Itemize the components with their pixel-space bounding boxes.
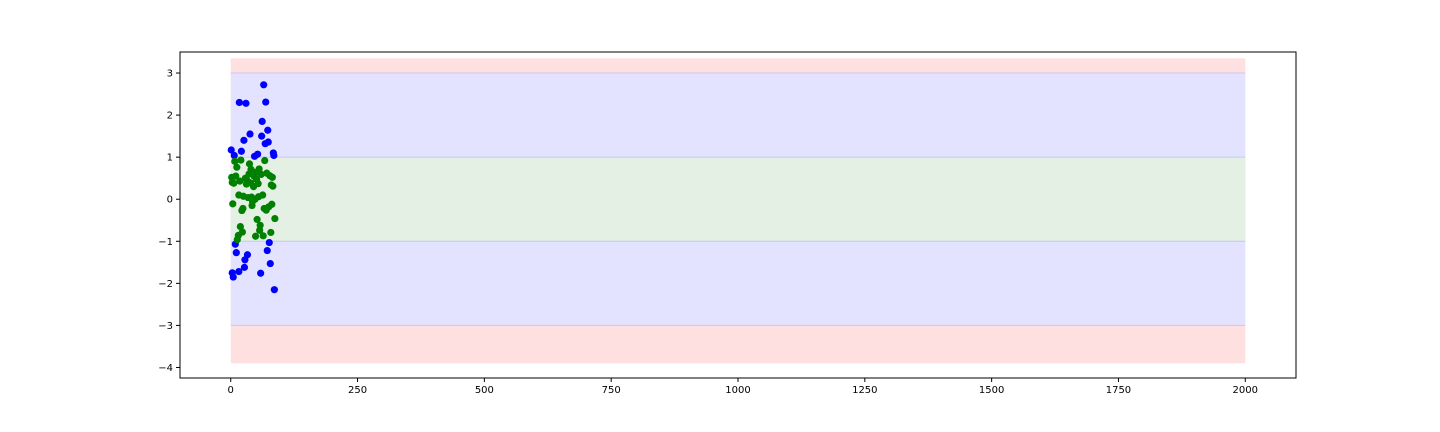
data-point	[253, 215, 261, 224]
data-point	[265, 238, 273, 247]
data-point	[270, 151, 278, 160]
data-point	[260, 81, 268, 89]
data-point	[246, 130, 254, 138]
data-point	[258, 132, 266, 140]
data-point	[230, 179, 238, 187]
data-point	[237, 156, 245, 164]
y-axis: −4 −3 −2 −1 0 1 2 3	[158, 69, 180, 374]
x-tick-label: 1500	[979, 385, 1004, 396]
y-tick-label: −1	[158, 237, 173, 248]
y-tick-label: 3	[167, 69, 173, 80]
data-point	[267, 228, 275, 237]
data-point	[264, 138, 272, 146]
x-tick-label: 1250	[852, 385, 877, 396]
data-point	[254, 150, 262, 158]
data-point	[270, 286, 278, 294]
data-points	[227, 81, 279, 294]
data-point	[236, 222, 244, 231]
x-tick-label: 1750	[1106, 385, 1131, 396]
data-point	[271, 214, 279, 223]
shaded-bands	[230, 58, 1246, 364]
x-tick-label: 500	[475, 385, 494, 396]
data-point	[229, 200, 237, 208]
data-point	[255, 165, 263, 173]
data-point	[266, 259, 274, 268]
y-tick-label: 0	[167, 195, 173, 206]
data-point	[243, 251, 252, 259]
y-tick-label: 1	[167, 153, 173, 164]
data-point	[258, 117, 266, 126]
x-axis: 0 250 500 750 1000 1250 1500 1750 2000	[228, 378, 1258, 396]
data-point	[237, 147, 245, 155]
data-point	[245, 160, 254, 168]
data-point	[233, 163, 241, 171]
data-point	[231, 157, 239, 165]
data-point	[257, 269, 265, 277]
data-point	[227, 146, 235, 154]
x-tick-label: 0	[228, 385, 234, 396]
data-point	[235, 98, 243, 107]
data-point	[229, 273, 237, 281]
x-tick-label: 1000	[725, 385, 750, 396]
band-2	[230, 157, 1246, 242]
data-point	[240, 263, 249, 271]
data-point	[236, 177, 244, 185]
data-point	[254, 180, 262, 188]
data-point	[259, 191, 267, 199]
y-tick-label: −4	[158, 363, 173, 374]
data-point	[232, 249, 240, 257]
data-point	[259, 232, 267, 240]
data-point	[242, 99, 250, 107]
data-point	[257, 170, 265, 179]
data-point	[230, 151, 238, 160]
data-point	[239, 204, 247, 213]
data-point	[263, 246, 271, 255]
data-point	[268, 200, 276, 208]
data-point	[264, 126, 272, 134]
y-tick-label: −2	[158, 279, 173, 290]
data-point	[251, 232, 260, 240]
data-point	[240, 136, 248, 144]
data-point	[269, 182, 277, 190]
data-point	[235, 267, 243, 276]
data-point	[261, 156, 269, 165]
data-point	[238, 228, 246, 236]
data-point	[268, 173, 276, 181]
x-tick-label: 250	[348, 385, 367, 396]
x-tick-label: 2000	[1233, 385, 1258, 396]
data-point	[262, 98, 270, 106]
data-point	[232, 172, 240, 180]
x-tick-label: 750	[602, 385, 621, 396]
y-tick-label: 2	[167, 111, 173, 122]
y-tick-label: −3	[158, 321, 173, 332]
data-point	[256, 221, 264, 229]
